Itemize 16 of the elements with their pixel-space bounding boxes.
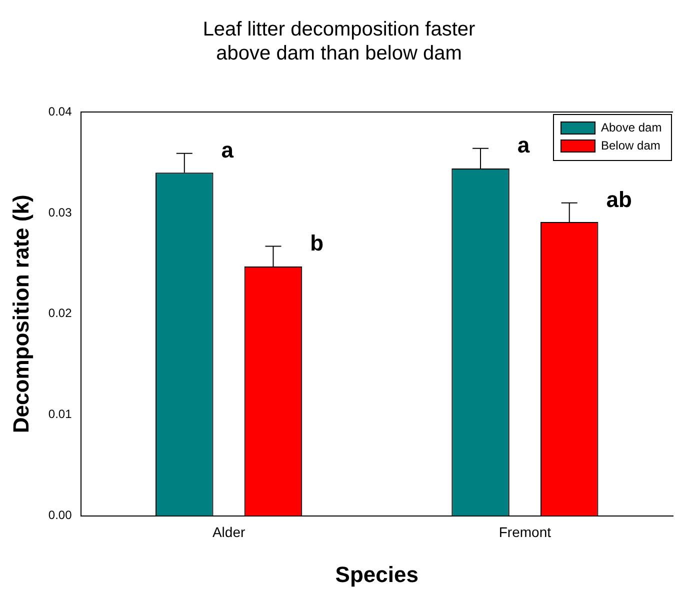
legend-label: Below dam — [601, 138, 660, 152]
chart-title: Leaf litter decomposition faster above dam than below dam — [202, 18, 476, 65]
y-axis-title: Decomposition rate (k) — [8, 194, 34, 434]
y-tick-label: 0.04 — [48, 104, 72, 118]
y-tick-label: 0.02 — [48, 306, 72, 320]
x-axis-title: Species — [335, 562, 418, 587]
annotation: b — [310, 230, 324, 256]
legend-label: Above dam — [601, 120, 662, 134]
x-tick-label: Alder — [212, 524, 246, 540]
y-tick-label: 0.01 — [48, 407, 72, 422]
annotation: a — [517, 132, 530, 158]
x-tick-label: Fremont — [498, 524, 552, 540]
annotation: a — [221, 137, 234, 162]
annotation: ab — [606, 186, 632, 212]
y-tick-label: 0.00 — [48, 508, 72, 522]
y-tick-label: 0.03 — [48, 205, 72, 220]
